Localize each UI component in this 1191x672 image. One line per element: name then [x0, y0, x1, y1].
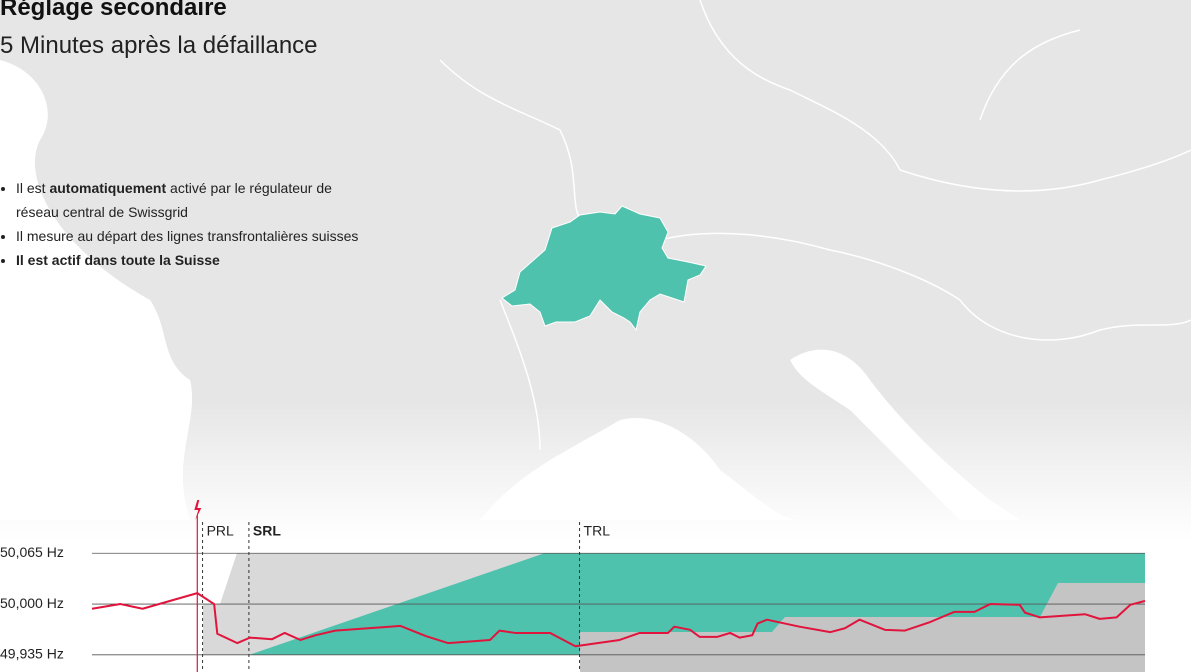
trl-area: [580, 583, 1145, 672]
y-tick-label: 50,065 Hz: [0, 544, 64, 560]
map-fade: [0, 400, 1191, 540]
phase-label: SRL: [253, 523, 281, 539]
switzerland: [501, 205, 707, 332]
title: Réglage secondaire: [0, 0, 227, 21]
phase-label: TRL: [584, 523, 611, 539]
chart: 50,065 Hz 50,000 Hz 49,935 Hz PRL SRL TRL: [0, 500, 1146, 672]
bullet: Il est actif dans toute la Suisse: [16, 248, 371, 272]
bullet-text: Il est: [16, 180, 50, 196]
bullet-text: activé par le régulateur de réseau centr…: [16, 180, 332, 220]
bullet-list: Il est automatiquement activé par le rég…: [0, 176, 371, 272]
y-tick-label: 49,935 Hz: [0, 646, 64, 662]
bullet: Il est automatiquement activé par le rég…: [16, 176, 371, 224]
bullet-text: Il est actif dans toute la Suisse: [16, 252, 220, 268]
y-tick-label: 50,000 Hz: [0, 595, 64, 611]
lightning-icon: [194, 500, 202, 520]
frequency-line: [91, 592, 1146, 648]
bullet-text: automatiquement: [49, 180, 167, 196]
subtitle: 5 Minutes après la défaillance: [0, 32, 318, 59]
bullet: Il mesure au départ des lignes transfron…: [16, 224, 371, 248]
bullet-text: Il mesure au départ des lignes transfron…: [16, 228, 359, 244]
phase-label: PRL: [207, 523, 234, 539]
